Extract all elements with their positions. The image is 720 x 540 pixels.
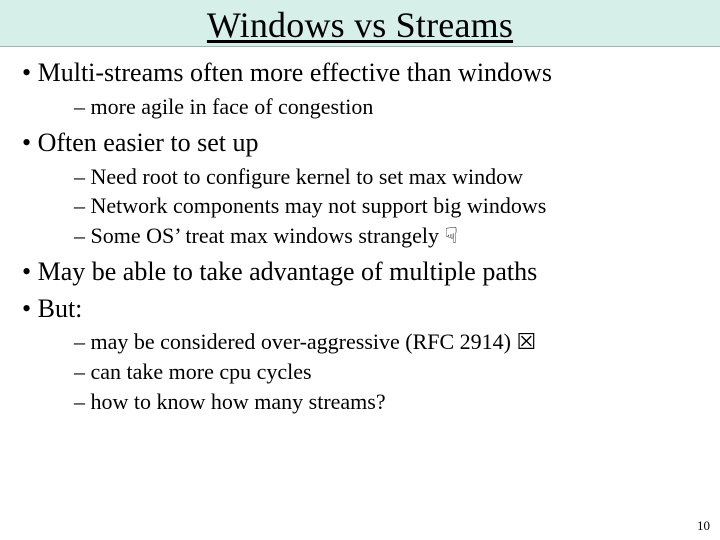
bullet-text: May be able to take advantage of multipl…	[38, 257, 538, 286]
slide-body: Multi-streams often more effective than …	[0, 47, 720, 416]
sub-bullet-list: may be considered over-aggressive (RFC 2…	[42, 328, 702, 416]
sub-bullet-item: how to know how many streams?	[72, 388, 702, 417]
slide: Windows vs Streams Multi-streams often m…	[0, 0, 720, 540]
sub-bullet-list: Need root to configure kernel to set max…	[42, 163, 702, 251]
sub-bullet-list: more agile in face of congestion	[42, 93, 702, 122]
bullet-item: Multi-streams often more effective than …	[18, 57, 702, 121]
sub-bullet-text: how to know how many streams?	[91, 389, 386, 414]
bullet-item: But: may be considered over-aggressive (…	[18, 293, 702, 416]
title-band: Windows vs Streams	[0, 0, 720, 47]
sub-bullet-text: Network components may not support big w…	[91, 193, 547, 218]
sub-bullet-item: Some OS’ treat max windows strangely ☟	[72, 222, 702, 251]
sub-bullet-text: Need root to configure kernel to set max…	[91, 164, 524, 189]
sub-bullet-item: Need root to configure kernel to set max…	[72, 163, 702, 192]
sub-bullet-text: Some OS’ treat max windows strangely ☟	[91, 223, 458, 248]
sub-bullet-text: more agile in face of congestion	[91, 94, 374, 119]
bullet-item: Often easier to set up Need root to conf…	[18, 127, 702, 250]
sub-bullet-text: can take more cpu cycles	[91, 359, 312, 384]
page-number: 10	[697, 518, 710, 534]
slide-title: Windows vs Streams	[0, 4, 720, 46]
sub-bullet-text: may be considered over-aggressive (RFC 2…	[91, 329, 537, 354]
bullet-text: But:	[38, 294, 83, 323]
bullet-text: Multi-streams often more effective than …	[38, 58, 552, 87]
sub-bullet-item: more agile in face of congestion	[72, 93, 702, 122]
bullet-item: May be able to take advantage of multipl…	[18, 256, 702, 289]
bullet-text: Often easier to set up	[38, 128, 259, 157]
sub-bullet-item: may be considered over-aggressive (RFC 2…	[72, 328, 702, 357]
sub-bullet-item: Network components may not support big w…	[72, 192, 702, 221]
sub-bullet-item: can take more cpu cycles	[72, 358, 702, 387]
bullet-list: Multi-streams often more effective than …	[18, 57, 702, 416]
